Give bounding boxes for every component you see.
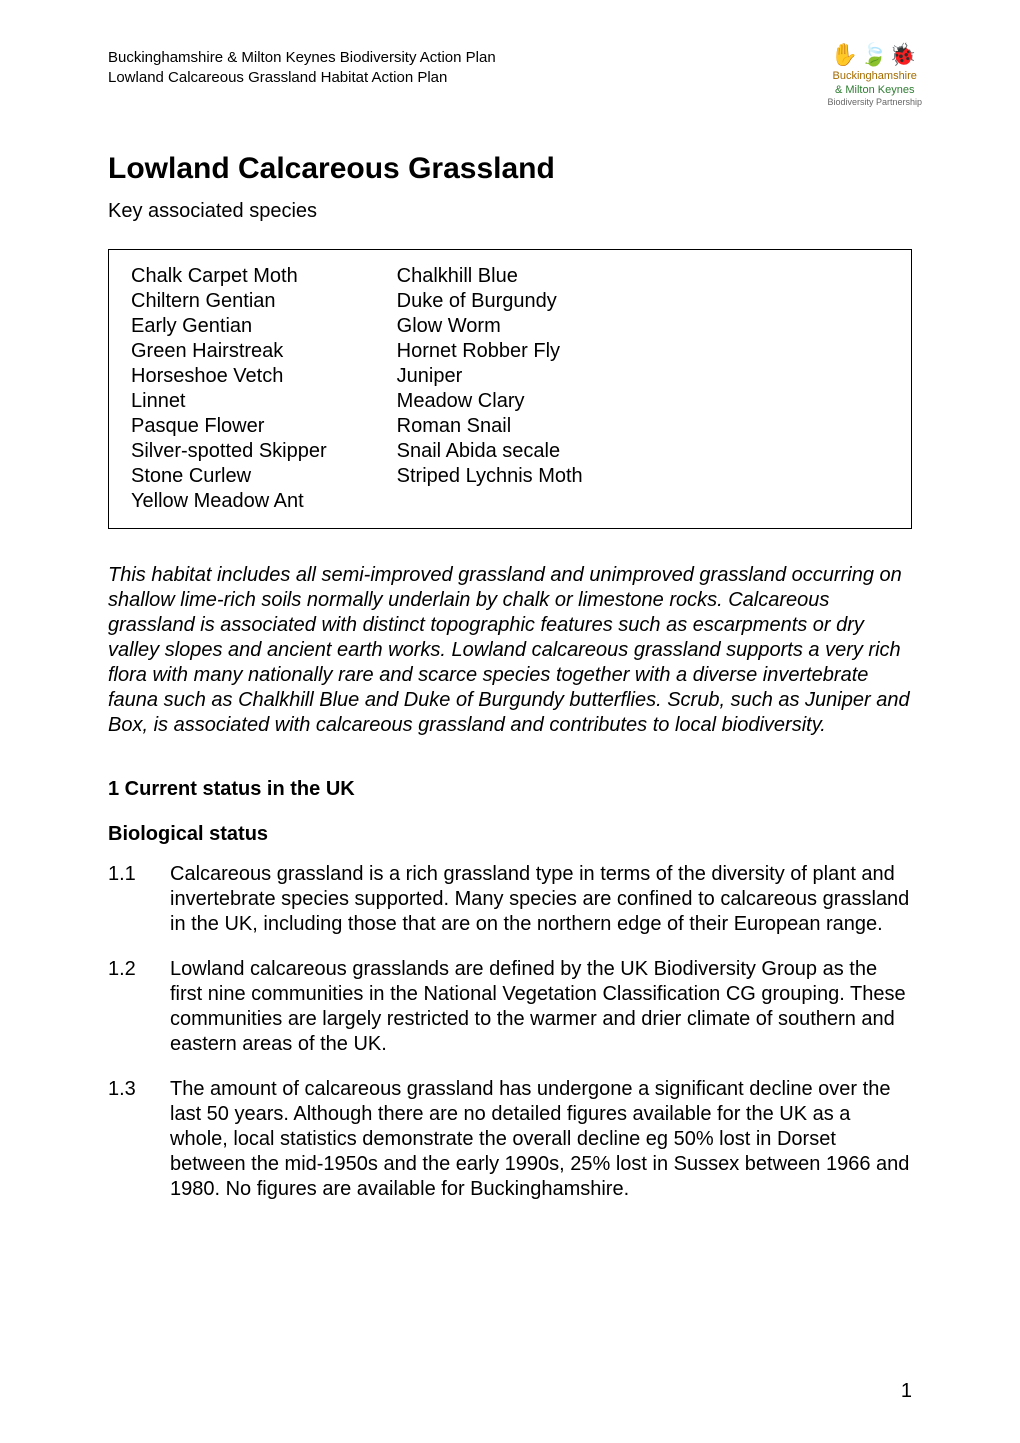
header-line-1: Buckinghamshire & Milton Keynes Biodiver… xyxy=(108,48,496,68)
species-columns: Chalk Carpet Moth Chiltern Gentian Early… xyxy=(131,264,889,514)
logo-bucks: Buckinghamshire xyxy=(833,70,917,82)
species-item: Chalkhill Blue xyxy=(397,264,583,289)
logo-name: Buckinghamshire & Milton Keynes xyxy=(827,70,922,96)
species-col-right: Chalkhill Blue Duke of Burgundy Glow Wor… xyxy=(397,264,583,514)
species-item: Meadow Clary xyxy=(397,389,583,414)
paragraph: 1.1 Calcareous grassland is a rich grass… xyxy=(108,862,912,937)
species-item: Chiltern Gentian xyxy=(131,289,327,314)
species-item: Glow Worm xyxy=(397,314,583,339)
species-item: Silver-spotted Skipper xyxy=(131,439,327,464)
species-item: Chalk Carpet Moth xyxy=(131,264,327,289)
header-row: Buckinghamshire & Milton Keynes Biodiver… xyxy=(108,48,912,108)
species-item: Striped Lychnis Moth xyxy=(397,464,583,489)
paragraph: 1.2 Lowland calcareous grasslands are de… xyxy=(108,957,912,1057)
partnership-logo: ✋🍃🐞 Buckinghamshire & Milton Keynes Biod… xyxy=(827,42,922,108)
header-text: Buckinghamshire & Milton Keynes Biodiver… xyxy=(108,48,496,87)
species-item: Roman Snail xyxy=(397,414,583,439)
species-col-left: Chalk Carpet Moth Chiltern Gentian Early… xyxy=(131,264,327,514)
para-number: 1.2 xyxy=(108,957,170,1057)
para-body: Lowland calcareous grasslands are define… xyxy=(170,957,912,1057)
subtitle: Key associated species xyxy=(108,200,912,223)
paragraph: 1.3 The amount of calcareous grassland h… xyxy=(108,1077,912,1202)
species-item: Early Gentian xyxy=(131,314,327,339)
logo-icons: ✋🍃🐞 xyxy=(827,42,922,68)
species-item: Horseshoe Vetch xyxy=(131,364,327,389)
ladybird-icon: 🐞 xyxy=(889,42,918,67)
species-item: Snail Abida secale xyxy=(397,439,583,464)
species-item: Hornet Robber Fly xyxy=(397,339,583,364)
species-box: Chalk Carpet Moth Chiltern Gentian Early… xyxy=(108,249,912,529)
species-item: Stone Curlew xyxy=(131,464,327,489)
species-item: Pasque Flower xyxy=(131,414,327,439)
page-number: 1 xyxy=(901,1380,912,1403)
species-item: Linnet xyxy=(131,389,327,414)
page-title: Lowland Calcareous Grassland xyxy=(108,152,912,186)
hand-icon: ✋ xyxy=(831,42,860,67)
page: Buckinghamshire & Milton Keynes Biodiver… xyxy=(0,0,1020,1443)
para-number: 1.1 xyxy=(108,862,170,937)
subsection-heading: Biological status xyxy=(108,823,912,846)
logo-mk: & Milton Keynes xyxy=(835,84,914,96)
para-body: The amount of calcareous grassland has u… xyxy=(170,1077,912,1202)
para-body: Calcareous grassland is a rich grassland… xyxy=(170,862,912,937)
leaf-icon: 🍃 xyxy=(860,42,889,67)
species-item: Duke of Burgundy xyxy=(397,289,583,314)
para-number: 1.3 xyxy=(108,1077,170,1202)
header-line-2: Lowland Calcareous Grassland Habitat Act… xyxy=(108,68,496,88)
species-item: Green Hairstreak xyxy=(131,339,327,364)
species-item: Yellow Meadow Ant xyxy=(131,489,327,514)
logo-subtext: Biodiversity Partnership xyxy=(827,97,922,108)
section-heading: 1 Current status in the UK xyxy=(108,778,912,801)
species-item: Juniper xyxy=(397,364,583,389)
habitat-blurb: This habitat includes all semi-improved … xyxy=(108,563,912,738)
